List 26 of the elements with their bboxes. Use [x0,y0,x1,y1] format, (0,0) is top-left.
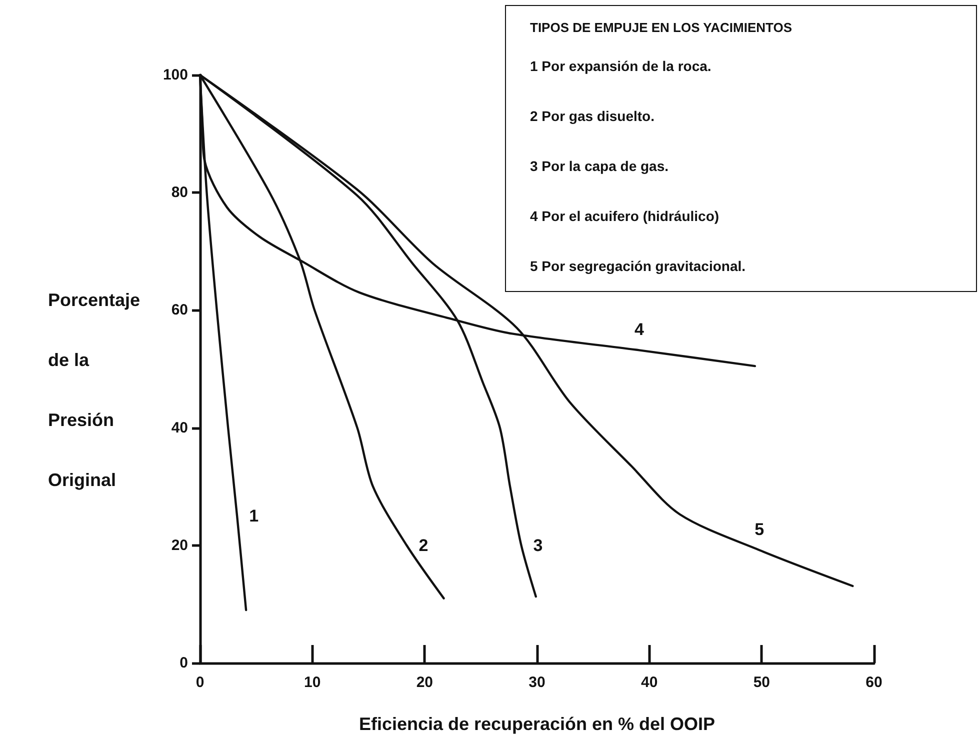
y-tick-label: 40 [171,419,188,436]
x-tick-label: 20 [416,674,434,691]
text: Porcentaje de la Presión Original [48,290,140,490]
y-tick-label: 100 [162,66,188,84]
y-tick-label: 80 [171,184,188,202]
y-tick-label: 20 [171,536,188,554]
series-label: 3 [533,536,543,555]
x-tick-label: 30 [528,674,546,691]
y-tick-label: 0 [180,654,188,672]
series-label: 5 [754,520,764,540]
x-tick-label: 0 [196,674,204,691]
series-label: 1 [249,506,259,526]
x-tick-label: 60 [866,674,882,691]
annotation: 5 Por segregación gravitacional. [530,257,747,275]
annotation: 4 Por el acuifero (hidráulico) [530,207,720,225]
series-label: 4 [634,320,644,340]
x-tick-label: 40 [640,674,658,691]
x-axis-title: Eficiencia de recuperación en % del OOIP [358,714,716,734]
x-tick-label: 50 [753,674,770,691]
series-label: 2 [418,536,428,555]
x-tick-label: 10 [304,674,321,691]
annotation: 3 Por la capa de gas. [530,157,670,175]
annotation: 2 Por gas disuelto. [530,107,656,125]
legend-title: TIPOS DE EMPUJE EN LOS YACIMIENTOS [530,20,793,35]
y-tick-label: 60 [171,302,188,319]
text: 1 Por expansión de la roca. [530,58,712,74]
